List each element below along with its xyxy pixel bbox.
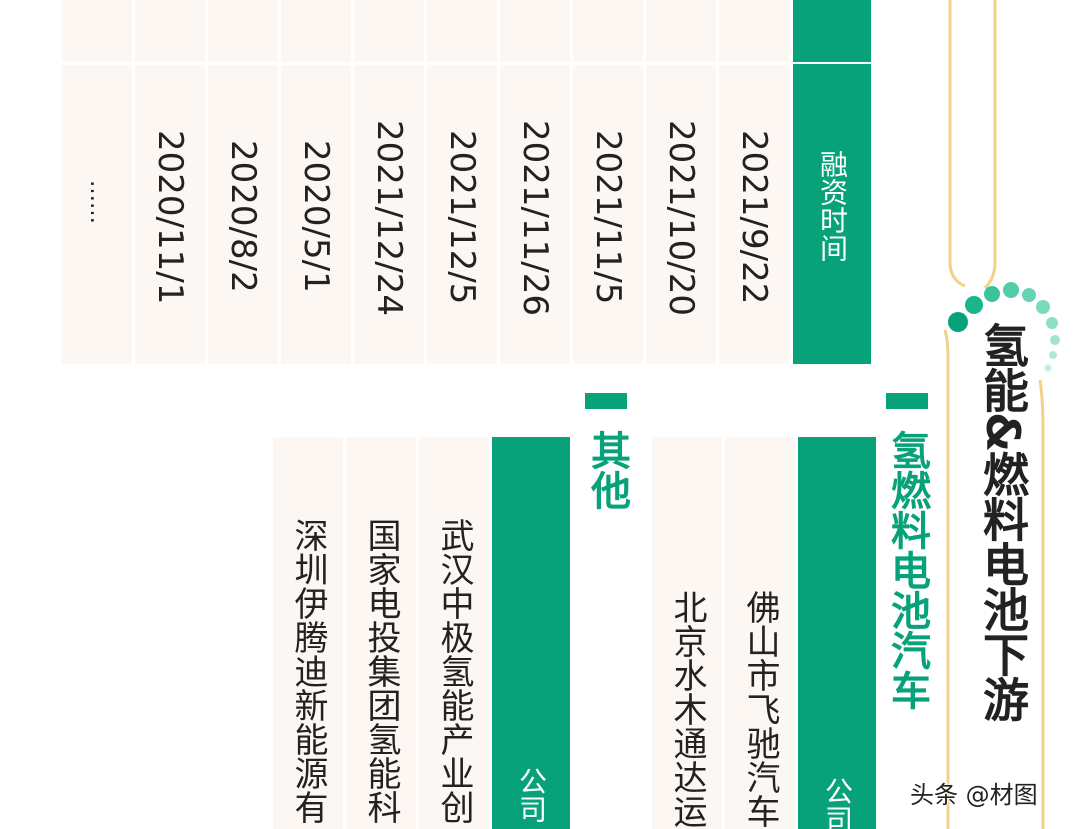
page-title: 氢能&燃料电池下游: [976, 322, 1030, 722]
section-title: 氢燃料电池汽车: [884, 430, 930, 710]
table-cell: [719, 0, 789, 364]
company-name: 佛山市飞驰汽车: [740, 590, 780, 828]
financing-date: 2020/11/1: [150, 130, 190, 305]
table-cell: [273, 437, 343, 829]
table-cell: [652, 437, 722, 829]
table-cell: [573, 0, 643, 364]
company-name: 武汉中极氢能产业创: [434, 518, 474, 824]
financing-date: 2021/12/24: [369, 120, 409, 316]
table-cell: [500, 0, 570, 364]
table-header-company: 公司: [798, 437, 876, 829]
row-divider: [62, 62, 789, 65]
financing-date: 2020/5/1: [296, 140, 336, 293]
table-header-financing-time: 融资时间: [793, 0, 871, 364]
section-marker: [585, 393, 627, 409]
table-cell: [62, 0, 132, 364]
table-cell: [135, 0, 205, 364]
table-cell: [354, 0, 424, 364]
financing-date: 2021/9/22: [734, 130, 774, 305]
table-cell: [281, 0, 351, 364]
section-marker: [886, 393, 928, 409]
table-cell: [725, 437, 795, 829]
table-cell: [208, 0, 278, 364]
table-header-company: 公司: [492, 437, 570, 829]
company-name: 北京水木通达运: [667, 590, 707, 828]
financing-date: 2020/8/2: [223, 140, 263, 293]
watermark: 头条 @材图: [910, 781, 1038, 809]
financing-date-ellipsis: ……: [85, 180, 110, 224]
table-cell: [419, 437, 489, 829]
company-name: 深圳伊腾迪新能源有: [288, 518, 328, 824]
table-cell: [427, 0, 497, 364]
table-cell: [346, 437, 416, 829]
financing-date: 2021/10/20: [661, 120, 701, 316]
section-title: 其他: [584, 430, 630, 510]
company-name: 国家电投集团氢能科: [361, 518, 401, 824]
financing-date: 2021/11/26: [515, 120, 555, 316]
financing-date: 2021/12/5: [442, 130, 482, 305]
financing-date: 2021/11/5: [588, 130, 628, 305]
dots-decoration: [948, 282, 1060, 372]
table-cell: [646, 0, 716, 364]
